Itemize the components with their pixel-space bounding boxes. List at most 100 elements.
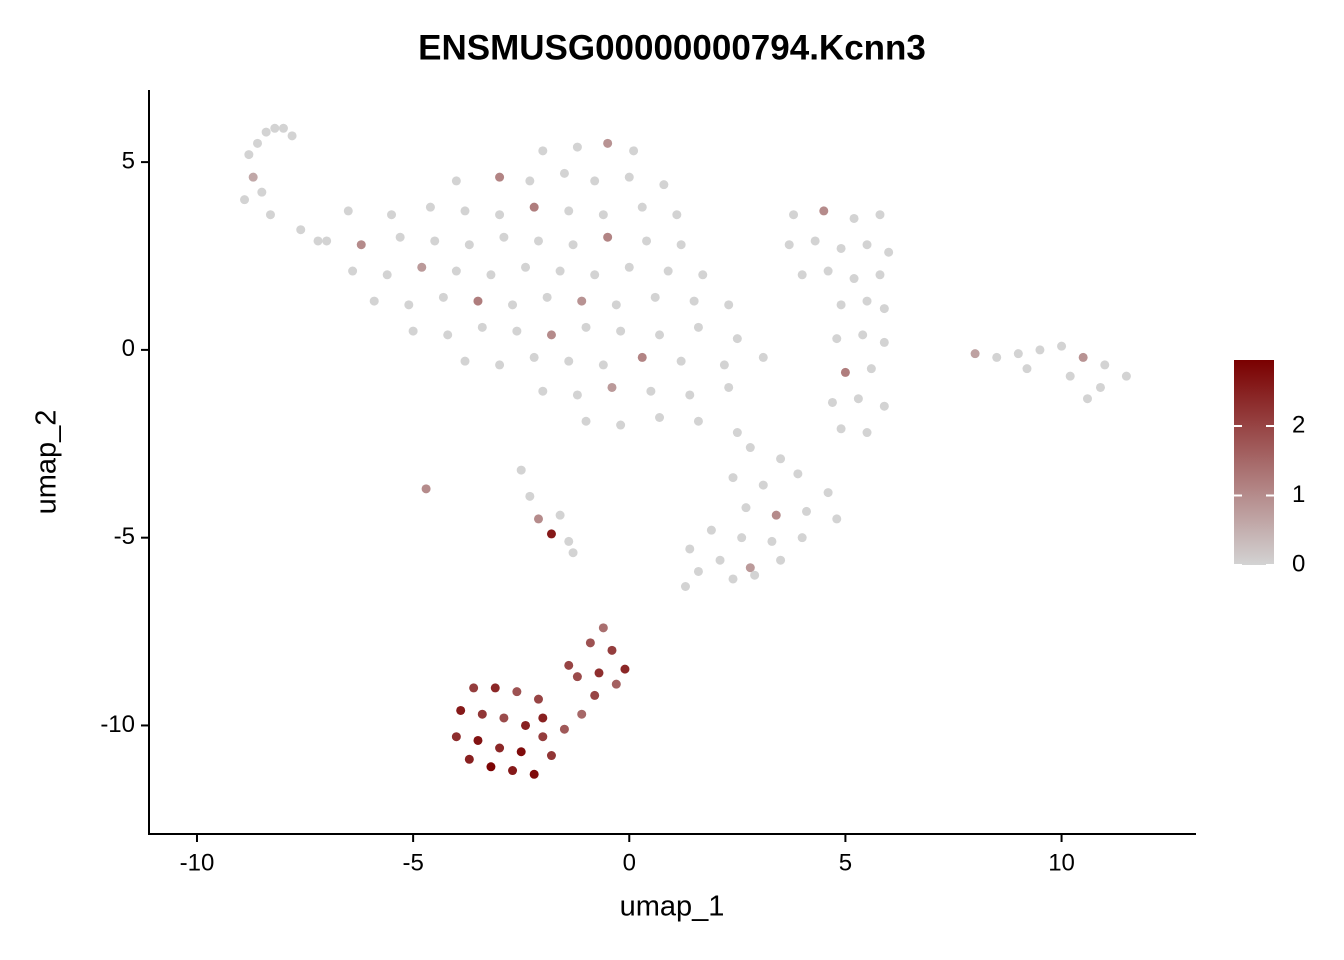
point — [728, 574, 738, 584]
point — [655, 330, 665, 340]
point — [879, 401, 889, 411]
point — [689, 296, 699, 306]
point — [594, 668, 604, 678]
point — [265, 210, 275, 220]
point — [495, 172, 505, 182]
y-tick-label: -5 — [114, 523, 135, 550]
point — [451, 266, 461, 276]
point — [486, 270, 496, 280]
point — [862, 240, 872, 250]
point — [512, 326, 522, 336]
point — [655, 412, 665, 422]
x-tick-label: 0 — [623, 849, 636, 876]
color-tick-label: 1 — [1292, 481, 1305, 508]
point — [542, 292, 552, 302]
point — [546, 529, 556, 539]
point — [1022, 364, 1032, 374]
point — [417, 262, 427, 272]
point — [270, 123, 280, 133]
x-tick-label: 5 — [839, 849, 852, 876]
y-axis-label: umap_2 — [31, 410, 63, 515]
y-tick-label: -10 — [100, 711, 135, 738]
y-tick-label: 5 — [122, 147, 135, 174]
point — [313, 236, 323, 246]
point — [495, 360, 505, 370]
point — [533, 514, 543, 524]
point — [672, 210, 682, 220]
point — [819, 206, 829, 216]
point — [663, 266, 673, 276]
point — [572, 672, 582, 682]
point — [564, 536, 574, 546]
point — [585, 638, 595, 648]
point — [745, 443, 755, 453]
point — [698, 270, 708, 280]
point — [261, 127, 271, 137]
point — [603, 138, 613, 148]
point — [728, 473, 738, 483]
point — [836, 243, 846, 253]
point — [836, 300, 846, 310]
point — [607, 382, 617, 392]
point — [430, 236, 440, 246]
point — [758, 480, 768, 490]
point — [529, 769, 539, 779]
point — [732, 334, 742, 344]
point — [693, 566, 703, 576]
point — [776, 454, 786, 464]
point — [637, 352, 647, 362]
point — [624, 172, 634, 182]
point — [758, 352, 768, 362]
point — [564, 660, 574, 670]
x-tick-label: 10 — [1048, 849, 1075, 876]
point — [706, 525, 716, 535]
point — [477, 709, 487, 719]
point — [1057, 341, 1067, 351]
point — [387, 210, 397, 220]
point — [750, 570, 760, 580]
point — [616, 420, 626, 430]
point — [244, 150, 254, 160]
point — [568, 548, 578, 558]
point — [970, 349, 980, 359]
point — [343, 206, 353, 216]
point — [784, 240, 794, 250]
point — [879, 304, 889, 314]
point — [572, 390, 582, 400]
point — [451, 176, 461, 186]
point — [741, 503, 751, 513]
point — [443, 330, 453, 340]
point — [490, 683, 500, 693]
point — [685, 390, 695, 400]
point — [555, 266, 565, 276]
point — [348, 266, 358, 276]
point — [1095, 382, 1105, 392]
point — [616, 326, 626, 336]
point — [425, 202, 435, 212]
point — [607, 645, 617, 655]
point — [1078, 352, 1088, 362]
point — [564, 356, 574, 366]
point — [512, 687, 522, 697]
point — [797, 533, 807, 543]
point — [296, 225, 306, 235]
point — [278, 123, 288, 133]
point — [538, 386, 548, 396]
point — [620, 664, 630, 674]
point — [464, 754, 474, 764]
point — [555, 510, 565, 520]
point — [737, 533, 747, 543]
x-tick-label: -10 — [180, 849, 215, 876]
point — [611, 679, 621, 689]
point — [685, 544, 695, 554]
point — [564, 206, 574, 216]
point — [438, 292, 448, 302]
point — [356, 240, 366, 250]
point — [719, 360, 729, 370]
point — [572, 142, 582, 152]
point — [568, 240, 578, 250]
point — [499, 232, 509, 242]
point — [538, 732, 548, 742]
point — [525, 176, 535, 186]
point — [590, 176, 600, 186]
